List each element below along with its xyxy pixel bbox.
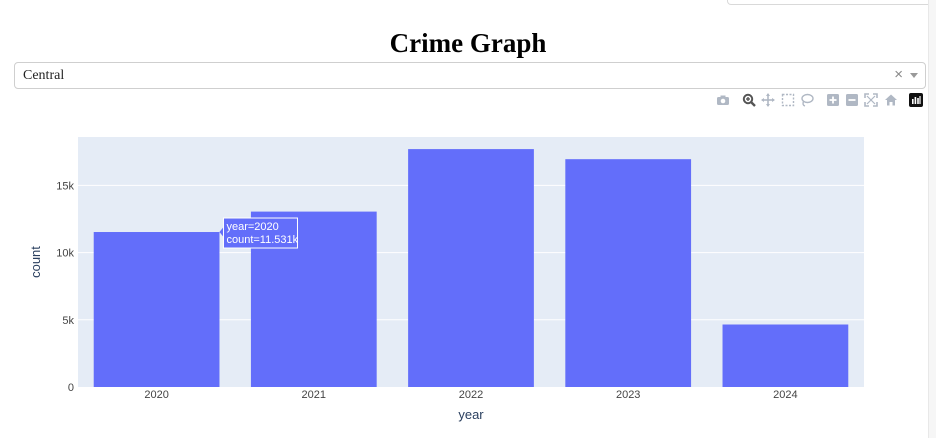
chevron-down-icon[interactable]: [910, 73, 918, 78]
camera-icon[interactable]: [716, 93, 730, 107]
clear-icon[interactable]: ×: [894, 66, 903, 83]
page-scrollbar[interactable]: [928, 0, 936, 438]
top-edge-widget: [727, 0, 936, 5]
y-tick-label: 15k: [56, 180, 74, 192]
box-select-icon[interactable]: [781, 93, 795, 107]
pan-icon[interactable]: [761, 93, 775, 107]
autoscale-icon[interactable]: [864, 93, 878, 107]
page-title: Crime Graph: [389, 28, 547, 59]
y-tick-label: 10k: [56, 248, 74, 260]
y-tick-label: 5k: [62, 315, 74, 327]
zoom-icon[interactable]: [742, 93, 756, 107]
hover-pointer: [219, 227, 224, 238]
plotly-logo-icon[interactable]: [909, 93, 923, 107]
x-tick-label: 2022: [459, 389, 483, 401]
x-tick-label: 2020: [144, 389, 168, 401]
y-tick-labels: 0 5k 10k 15k: [56, 180, 74, 394]
dropdown-selected-value: Central: [23, 68, 65, 83]
bar-2024[interactable]: [722, 324, 849, 388]
y-axis-title: count: [28, 246, 43, 278]
hover-box: [222, 217, 298, 249]
hover-label: year=2020: [226, 221, 278, 233]
x-tick-label: 2023: [616, 389, 640, 401]
bar-2020[interactable]: [93, 232, 220, 387]
bars: [93, 149, 849, 388]
x-tick-label: 2021: [302, 389, 326, 401]
hover-label: count=11.531k: [226, 234, 298, 246]
lasso-icon[interactable]: [800, 93, 814, 107]
bar-2023[interactable]: [565, 159, 692, 387]
x-axis-title: year: [458, 407, 484, 422]
x-tick-label: 2024: [773, 389, 797, 401]
reset-axes-icon[interactable]: [884, 93, 898, 107]
district-dropdown[interactable]: Central ×: [14, 62, 926, 89]
bar-2022[interactable]: [408, 149, 534, 387]
zoom-out-icon[interactable]: [845, 93, 859, 107]
zoom-in-icon[interactable]: [826, 93, 840, 107]
y-tick-label: 0: [68, 382, 74, 394]
x-tick-labels: 2020 2021 2022 2023 2024: [144, 389, 797, 401]
